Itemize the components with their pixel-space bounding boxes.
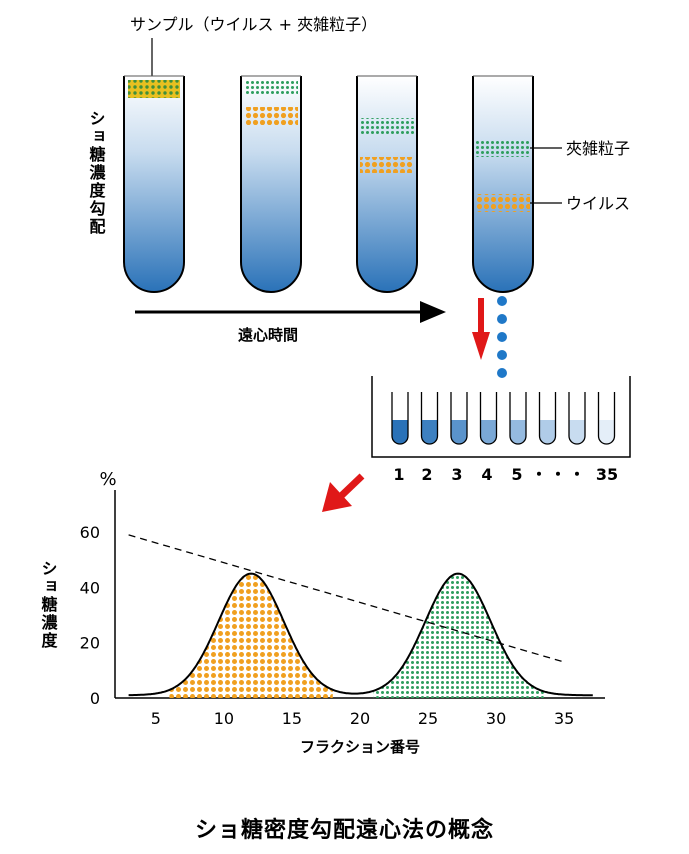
fraction-tube xyxy=(568,392,586,445)
fraction-tube xyxy=(479,392,498,445)
fraction-tube xyxy=(391,392,409,445)
y-tick-label: 20 xyxy=(80,634,100,653)
x-tick-label: 15 xyxy=(282,709,302,728)
virus-band xyxy=(360,157,414,173)
fraction-number: 5 xyxy=(511,465,522,484)
fraction-number: 3 xyxy=(451,465,462,484)
y-axis-label: ショ糖濃度 xyxy=(39,560,58,650)
impurity-peak-area xyxy=(373,573,544,698)
fraction-tube xyxy=(420,392,439,445)
tube-4 xyxy=(472,75,534,293)
time-label: 遠心時間 xyxy=(238,326,298,344)
fraction-rack xyxy=(371,376,631,458)
fraction-number: 35 xyxy=(596,465,618,484)
y-tick-label: 0 xyxy=(90,689,100,708)
figure-caption: ショ糖密度勾配遠心法の概念 xyxy=(194,818,494,843)
impurity-band xyxy=(476,139,530,157)
fraction-tube xyxy=(450,392,468,445)
x-axis-label: フラクション番号 xyxy=(300,738,420,756)
fraction-tube xyxy=(597,392,616,445)
fraction-number: 2 xyxy=(421,465,432,484)
sucrose-concentration-line xyxy=(128,534,565,663)
fraction-tube xyxy=(538,392,557,445)
tube-1 xyxy=(123,75,185,293)
y-unit-label: % xyxy=(99,469,116,490)
x-tick-label: 10 xyxy=(214,709,234,728)
fraction-number: ・ xyxy=(531,465,547,484)
impurity-band xyxy=(244,80,298,96)
sample-band xyxy=(128,80,180,98)
virus-band xyxy=(476,194,530,212)
distribution-curve xyxy=(128,572,593,697)
x-tick-label: 25 xyxy=(418,709,438,728)
drop-column xyxy=(497,296,507,378)
sample-label: サンプル（ウイルス + 夾雑粒子） xyxy=(130,15,377,34)
virus-peak-area xyxy=(169,573,333,698)
tube-2 xyxy=(240,75,302,293)
virus-label: ウイルス xyxy=(566,194,630,213)
gradient-label: ショ糖濃度勾配 xyxy=(87,110,106,236)
impurity-band xyxy=(360,118,414,136)
fraction-tube xyxy=(509,392,527,445)
red-arrow-down-icon xyxy=(472,298,490,360)
fraction-number: 1 xyxy=(393,465,404,484)
fraction-numbers: 1 2 3 4 5 ・・・ 35 xyxy=(393,465,618,484)
x-tick-label: 35 xyxy=(554,709,574,728)
x-tick-label: 5 xyxy=(151,709,161,728)
y-tick-label: 40 xyxy=(80,578,100,597)
virus-band xyxy=(244,107,298,125)
fraction-number: 4 xyxy=(481,465,492,484)
x-tick-label: 20 xyxy=(350,709,370,728)
red-arrow-diagonal-icon xyxy=(322,473,365,512)
fraction-number: ・ xyxy=(550,465,566,484)
x-tick-label: 30 xyxy=(486,709,506,728)
tube-3 xyxy=(356,75,418,293)
y-tick-label: 60 xyxy=(80,523,100,542)
impurity-label: 夾雑粒子 xyxy=(566,139,630,158)
fraction-number: ・ xyxy=(569,465,585,484)
time-arrow xyxy=(135,301,446,323)
